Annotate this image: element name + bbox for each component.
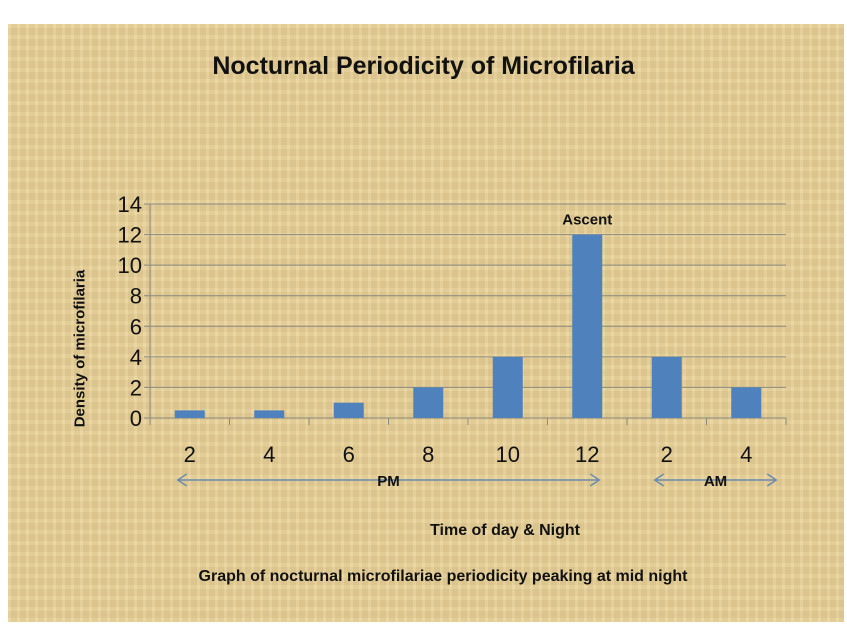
- x-tick-label: 10: [496, 442, 520, 467]
- bar: [333, 402, 364, 418]
- x-tick-label: 4: [263, 442, 275, 467]
- arrow-head-right: [589, 473, 601, 487]
- period-label: AM: [704, 473, 727, 490]
- x-tick-label: 6: [343, 442, 355, 467]
- period-label: PM: [377, 473, 400, 490]
- bar: [731, 387, 762, 418]
- x-tick-label: 12: [575, 442, 599, 467]
- x-tick-label: 8: [422, 442, 434, 467]
- bar: [254, 410, 285, 418]
- y-tick-label: 8: [130, 284, 142, 309]
- x-tick-label: 2: [184, 442, 196, 467]
- y-tick-label: 14: [118, 192, 142, 217]
- y-tick-label: 10: [118, 253, 142, 278]
- bar: [651, 356, 682, 418]
- arrow-head-left: [653, 473, 665, 487]
- chart-title: Nocturnal Periodicity of Microfilaria: [212, 52, 635, 80]
- annotation-label: Ascent: [562, 212, 612, 229]
- parchment-background: [8, 24, 844, 622]
- bar: [572, 234, 603, 418]
- y-tick-label: 4: [130, 345, 142, 370]
- x-tick-label: 2: [661, 442, 673, 467]
- y-tick-label: 2: [130, 375, 142, 400]
- y-tick-label: 12: [118, 223, 142, 248]
- x-axis-label: Time of day & Night: [430, 522, 580, 539]
- bar: [174, 410, 205, 418]
- bar: [492, 356, 523, 418]
- y-tick-label: 6: [130, 314, 142, 339]
- x-tick-label: 4: [740, 442, 752, 467]
- bar: [413, 387, 444, 418]
- arrow-head-right: [766, 473, 778, 487]
- arrow-head-left: [176, 473, 188, 487]
- y-tick-label: 0: [130, 406, 142, 431]
- chart-caption: Graph of nocturnal microfilariae periodi…: [198, 568, 688, 585]
